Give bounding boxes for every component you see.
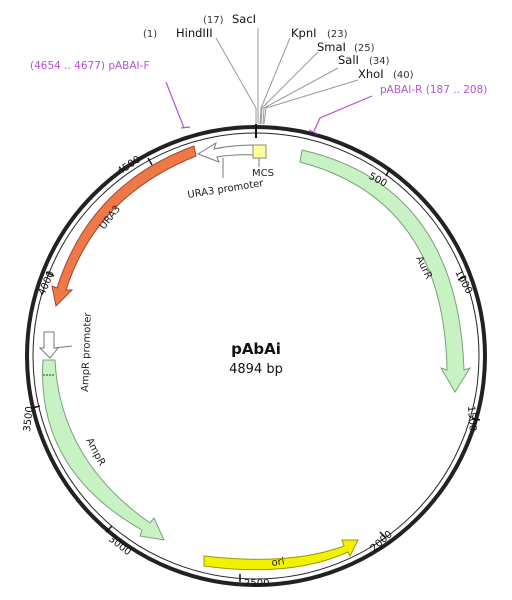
- site-leader-lines: [215, 28, 359, 125]
- site-name-kpni: KpnI: [291, 26, 317, 40]
- primer-r-marker: [308, 95, 373, 135]
- tick-label-2500: 2500: [244, 578, 269, 589]
- leader-sali: [262, 67, 339, 125]
- tick-500: [385, 167, 391, 177]
- tick-1000: [457, 275, 467, 281]
- site-pos-sali: (34): [369, 56, 390, 67]
- ori-arrow: [203, 539, 359, 571]
- ura3-promoter-arrow: [196, 141, 256, 163]
- tick-3500: [31, 405, 41, 409]
- site-name-sali: SalI: [338, 53, 359, 67]
- leader-kpni: [259, 37, 291, 125]
- ura3-arrow: [51, 145, 197, 308]
- ori-label: ori: [271, 556, 285, 569]
- aurr-arrow: [299, 149, 472, 393]
- site-pos-smai: (25): [354, 43, 375, 54]
- tick-2000: [379, 531, 387, 539]
- primer-f-marker: [165, 81, 191, 129]
- site-pos-hindiii: (1): [143, 29, 157, 40]
- site-name-xhoi: XhoI: [358, 67, 384, 81]
- ampr-promoter-leader: [53, 345, 73, 349]
- mcs-box: [252, 144, 267, 159]
- site-name-saci: SacI: [232, 12, 256, 26]
- ampr-promoter-arrow: [38, 331, 60, 359]
- plasmid-size: 4894 bp: [229, 362, 283, 377]
- site-pos-kpni: (23): [327, 29, 348, 40]
- ampr-arrow: [42, 359, 165, 541]
- mcs-label: MCS: [252, 168, 274, 179]
- ura3-promoter-label: URA3 promoter: [187, 178, 265, 201]
- tick-label-1500: 1500: [465, 405, 478, 431]
- site-pos-xhoi: (40): [393, 70, 414, 81]
- primer-f-label: (4654 .. 4677) pABAI-F: [30, 60, 149, 72]
- site-name-hindiii: HindIII: [176, 26, 213, 40]
- leader-xhoi: [263, 79, 359, 125]
- tick-3000: [105, 525, 113, 533]
- primer-r-label: pABAI-R (187 .. 208): [380, 84, 487, 96]
- tick-marks: [31, 157, 481, 582]
- leader-smai: [260, 51, 319, 125]
- tick-4500: [147, 157, 153, 166]
- leader-hindiii: [215, 37, 257, 124]
- tick-label-3000: 3000: [106, 534, 133, 558]
- tick-1500: [471, 417, 481, 421]
- site-pos-saci: (17): [203, 15, 224, 26]
- site-name-smai: SmaI: [317, 40, 346, 54]
- tick-label-3500: 3500: [22, 406, 36, 432]
- tick-4000: [45, 271, 55, 277]
- plasmid-name: pAbAi: [231, 340, 281, 358]
- ampr-promoter-label: AmpR promoter: [80, 311, 94, 392]
